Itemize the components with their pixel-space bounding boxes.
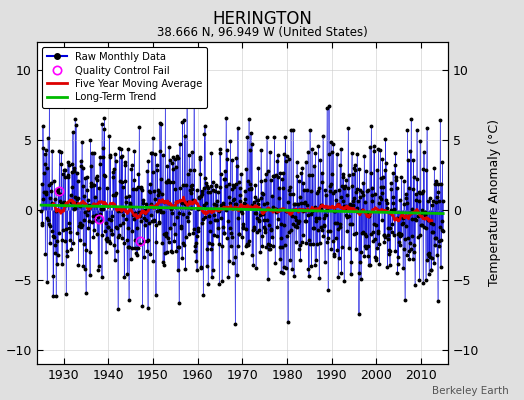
Text: HERINGTON: HERINGTON (212, 10, 312, 28)
Y-axis label: Temperature Anomaly (°C): Temperature Anomaly (°C) (488, 120, 500, 286)
Legend: Raw Monthly Data, Quality Control Fail, Five Year Moving Average, Long-Term Tren: Raw Monthly Data, Quality Control Fail, … (42, 47, 207, 108)
Text: 38.666 N, 96.949 W (United States): 38.666 N, 96.949 W (United States) (157, 26, 367, 39)
Text: Berkeley Earth: Berkeley Earth (432, 386, 508, 396)
